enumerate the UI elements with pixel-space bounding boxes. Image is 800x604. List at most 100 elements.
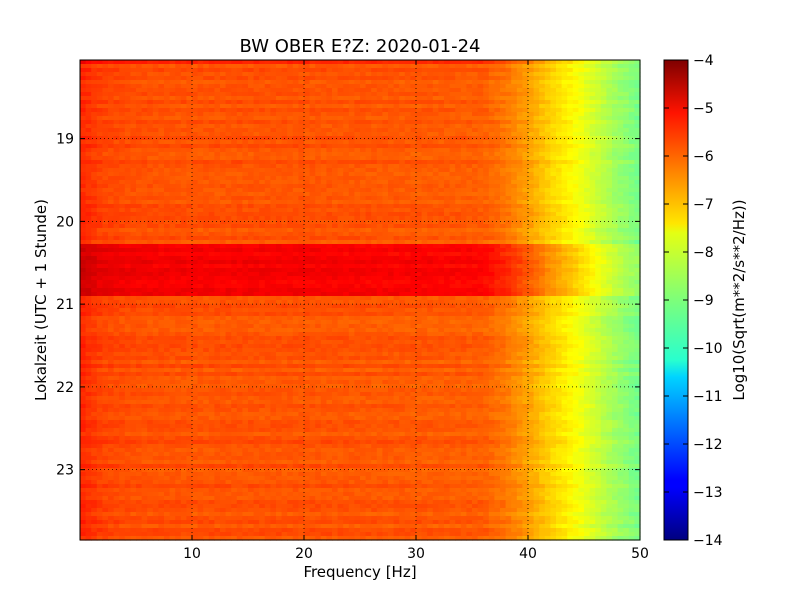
- spectrogram-cell: [276, 60, 283, 65]
- spectrogram-cell: [147, 116, 154, 121]
- spectrogram-cell: [416, 88, 423, 93]
- spectrogram-cell: [214, 112, 221, 117]
- spectrogram-cell: [533, 168, 540, 173]
- spectrogram-cell: [147, 232, 154, 237]
- spectrogram-cell: [248, 88, 255, 93]
- spectrogram-cell: [281, 84, 288, 89]
- spectrogram-cell: [578, 76, 585, 81]
- spectrogram-cell: [225, 104, 232, 109]
- spectrogram-cell: [584, 160, 591, 165]
- spectrogram-cell: [410, 256, 417, 261]
- spectrogram-cell: [231, 76, 238, 81]
- spectrogram-cell: [500, 100, 507, 105]
- spectrogram-cell: [259, 184, 266, 189]
- spectrogram-cell: [612, 132, 619, 137]
- spectrogram-cell: [220, 248, 227, 253]
- spectrogram-cell: [623, 152, 630, 157]
- spectrogram-cell: [572, 104, 579, 109]
- spectrogram-cell: [572, 124, 579, 129]
- spectrogram-cell: [544, 192, 551, 197]
- spectrogram-cell: [343, 116, 350, 121]
- spectrogram-cell: [393, 200, 400, 205]
- spectrogram-cell: [623, 104, 630, 109]
- spectrogram-cell: [472, 184, 479, 189]
- spectrogram-cell: [220, 140, 227, 145]
- spectrogram-cell: [584, 196, 591, 201]
- spectrogram-cell: [589, 104, 596, 109]
- spectrogram-cell: [410, 248, 417, 253]
- spectrogram-cell: [376, 204, 383, 209]
- spectrogram-cell: [617, 100, 624, 105]
- spectrogram-cell: [292, 188, 299, 193]
- spectrogram-cell: [371, 100, 378, 105]
- spectrogram-cell: [578, 100, 585, 105]
- spectrogram-cell: [365, 84, 372, 89]
- spectrogram-cell: [192, 128, 199, 133]
- spectrogram-cell: [248, 116, 255, 121]
- spectrogram-cell: [578, 72, 585, 77]
- spectrogram-cell: [231, 184, 238, 189]
- spectrogram-cell: [119, 188, 126, 193]
- spectrogram-cell: [494, 188, 501, 193]
- spectrogram-cell: [80, 236, 87, 241]
- spectrogram-cell: [477, 144, 484, 149]
- spectrogram-cell: [371, 224, 378, 229]
- spectrogram-cell: [371, 144, 378, 149]
- spectrogram-cell: [572, 216, 579, 221]
- spectrogram-cell: [494, 148, 501, 153]
- spectrogram-cell: [147, 240, 154, 245]
- spectrogram-cell: [449, 168, 456, 173]
- spectrogram-cell: [292, 156, 299, 161]
- spectrogram-cell: [180, 144, 187, 149]
- spectrogram-cell: [472, 168, 479, 173]
- spectrogram-cell: [584, 144, 591, 149]
- spectrogram-cell: [449, 256, 456, 261]
- spectrogram-cell: [197, 192, 204, 197]
- spectrogram-cell: [472, 172, 479, 177]
- spectrogram-cell: [175, 136, 182, 141]
- spectrogram-cell: [248, 80, 255, 85]
- spectrogram-cell: [600, 148, 607, 153]
- spectrogram-cell: [376, 80, 383, 85]
- spectrogram-cell: [578, 120, 585, 125]
- spectrogram-cell: [91, 180, 98, 185]
- spectrogram-cell: [399, 108, 406, 113]
- spectrogram-cell: [158, 84, 165, 89]
- spectrogram-cell: [444, 228, 451, 233]
- spectrogram-cell: [466, 152, 473, 157]
- spectrogram-cell: [365, 88, 372, 93]
- spectrogram-cell: [281, 244, 288, 249]
- spectrogram-cell: [567, 104, 574, 109]
- spectrogram-cell: [287, 116, 294, 121]
- spectrogram-cell: [203, 144, 210, 149]
- spectrogram-cell: [270, 204, 277, 209]
- spectrogram-cell: [242, 96, 249, 101]
- spectrogram-cell: [488, 180, 495, 185]
- spectrogram-cell: [421, 248, 428, 253]
- spectrogram-cell: [337, 64, 344, 69]
- spectrogram-cell: [516, 104, 523, 109]
- spectrogram-cell: [292, 208, 299, 213]
- spectrogram-cell: [141, 120, 148, 125]
- spectrogram-cell: [108, 204, 115, 209]
- spectrogram-cell: [91, 104, 98, 109]
- spectrogram-cell: [208, 212, 215, 217]
- spectrogram-cell: [270, 76, 277, 81]
- spectrogram-cell: [410, 184, 417, 189]
- spectrogram-cell: [612, 216, 619, 221]
- spectrogram-cell: [281, 256, 288, 261]
- spectrogram-cell: [102, 180, 109, 185]
- spectrogram-cell: [225, 224, 232, 229]
- spectrogram-cell: [438, 188, 445, 193]
- spectrogram-cell: [175, 84, 182, 89]
- spectrogram-cell: [80, 108, 87, 113]
- spectrogram-cell: [102, 124, 109, 129]
- spectrogram-cell: [600, 88, 607, 93]
- spectrogram-cell: [360, 188, 367, 193]
- spectrogram-cell: [522, 144, 529, 149]
- spectrogram-cell: [326, 148, 333, 153]
- spectrogram-cell: [108, 80, 115, 85]
- spectrogram-cell: [208, 232, 215, 237]
- spectrogram-cell: [147, 68, 154, 73]
- spectrogram-cell: [595, 80, 602, 85]
